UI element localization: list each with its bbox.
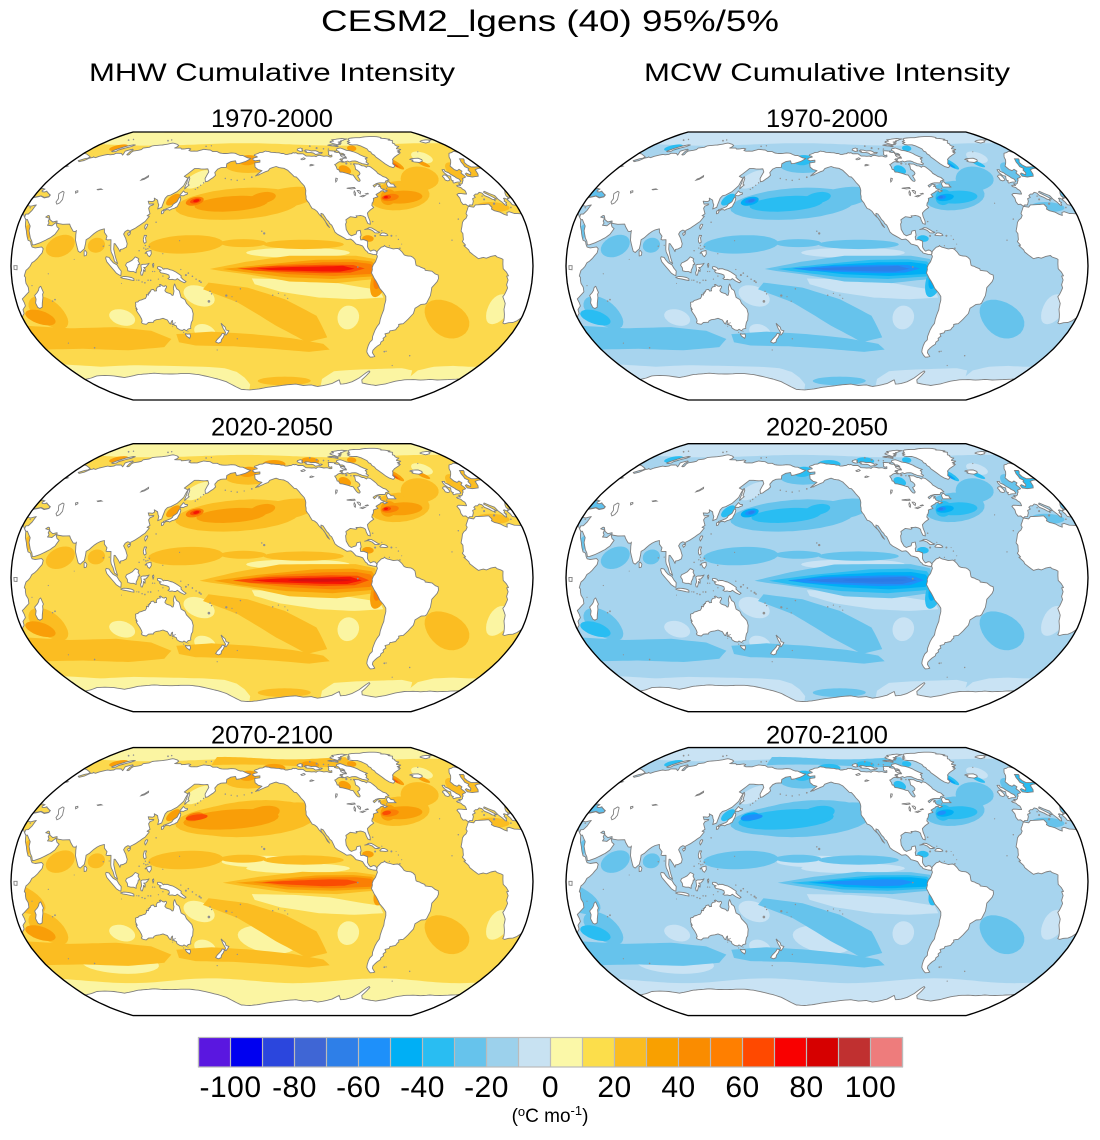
svg-text:80: 80 bbox=[789, 1071, 823, 1104]
svg-text:2070-2100: 2070-2100 bbox=[211, 721, 333, 749]
svg-text:2020-2050: 2020-2050 bbox=[766, 413, 888, 441]
svg-text:(oC mo-1): (oC mo-1) bbox=[512, 1103, 589, 1127]
svg-text:-80: -80 bbox=[272, 1071, 317, 1104]
svg-text:1970-2000: 1970-2000 bbox=[211, 105, 333, 133]
svg-text:2070-2100: 2070-2100 bbox=[766, 721, 888, 749]
svg-text:-60: -60 bbox=[336, 1071, 381, 1104]
svg-text:0: 0 bbox=[542, 1071, 559, 1104]
svg-text:2020-2050: 2020-2050 bbox=[211, 413, 333, 441]
svg-text:-40: -40 bbox=[400, 1071, 445, 1104]
svg-text:CESM2_lgens (40) 95%/5%: CESM2_lgens (40) 95%/5% bbox=[321, 5, 779, 38]
svg-text:-20: -20 bbox=[464, 1071, 509, 1104]
svg-text:-100: -100 bbox=[199, 1071, 261, 1104]
svg-text:MHW Cumulative Intensity: MHW Cumulative Intensity bbox=[89, 59, 456, 87]
svg-text:40: 40 bbox=[661, 1071, 695, 1104]
svg-text:MCW Cumulative Intensity: MCW Cumulative Intensity bbox=[644, 59, 1011, 87]
svg-text:100: 100 bbox=[845, 1071, 897, 1104]
svg-text:60: 60 bbox=[725, 1071, 759, 1104]
svg-text:20: 20 bbox=[597, 1071, 631, 1104]
svg-text:1970-2000: 1970-2000 bbox=[766, 105, 888, 133]
